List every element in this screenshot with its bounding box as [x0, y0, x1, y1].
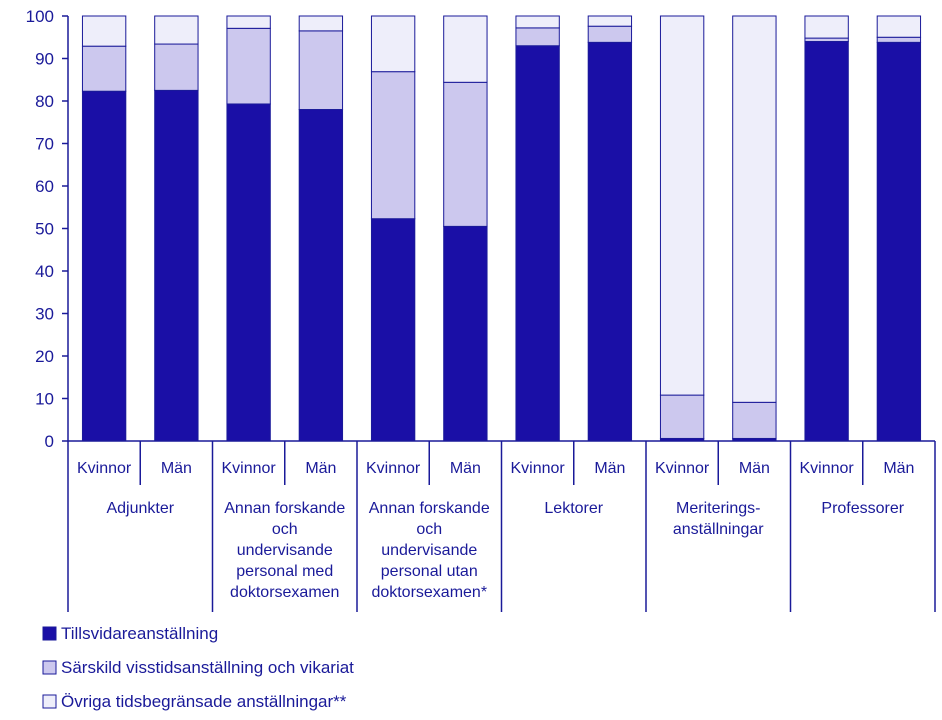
bar-segment	[298, 15, 344, 32]
bar-segment	[804, 15, 849, 39]
bar-segment	[226, 103, 271, 442]
group-label: och	[272, 521, 298, 538]
bars-layer	[81, 15, 922, 442]
bar-segment	[876, 15, 922, 38]
bar-segment	[804, 41, 849, 442]
legend: Tillsvidareanställning Särskild visstidsa…	[42, 624, 354, 711]
bar-segment	[659, 394, 705, 439]
group-label: Lektorer	[544, 500, 603, 517]
bar-segment	[515, 27, 560, 47]
group-label: Annan forskande	[224, 500, 345, 517]
axes-layer	[62, 15, 936, 612]
bar-segment	[876, 36, 922, 43]
bar-segment	[370, 71, 416, 220]
legend-swatch	[42, 694, 57, 709]
bar-segment	[154, 43, 199, 91]
y-tick-label: 0	[45, 432, 54, 451]
bar-segment	[443, 15, 488, 83]
group-label: personal med	[236, 563, 333, 580]
bar-segment	[659, 15, 705, 396]
group-label: doktorsexamen	[230, 584, 339, 601]
category-label: Kvinnor	[77, 460, 132, 477]
legend-swatch	[42, 660, 57, 675]
bar-segment	[587, 15, 633, 27]
bar-segment	[732, 401, 777, 439]
bar-segment	[804, 37, 849, 42]
labels-layer: 0 10 20 30 40 50 60 70 80 90 100 Kvinnor Män Adjunkte…	[26, 7, 915, 601]
y-tick-label: 70	[35, 135, 54, 154]
bar-segment	[81, 15, 127, 47]
category-label: Män	[883, 460, 914, 477]
group-label: Adjunkter	[106, 500, 174, 517]
legend-swatch	[42, 626, 57, 641]
bar-segment	[298, 30, 344, 111]
bar-segment	[732, 15, 777, 403]
group-label: Annan forskande	[369, 500, 490, 517]
bar-segment	[515, 45, 560, 442]
bar-segment	[443, 81, 488, 227]
group-label: personal utan	[381, 563, 478, 580]
group-label: undervisande	[381, 542, 477, 559]
category-label: Kvinnor	[655, 460, 710, 477]
bar-segment	[81, 90, 127, 442]
bar-segment	[226, 27, 271, 105]
y-tick-label: 90	[35, 50, 54, 69]
y-tick-label: 30	[35, 305, 54, 324]
category-label: Kvinnor	[800, 460, 855, 477]
bar-segment	[443, 225, 488, 442]
category-label: Män	[305, 460, 336, 477]
bar-segment	[370, 15, 416, 73]
y-tick-label: 50	[35, 220, 54, 239]
group-label: och	[416, 521, 442, 538]
bar-segment	[81, 45, 127, 92]
category-label: Män	[739, 460, 770, 477]
y-tick-label: 80	[35, 92, 54, 111]
y-tick-label: 100	[26, 7, 54, 26]
bar-segment	[154, 89, 199, 442]
legend-label: Övriga tidsbegränsade anställningar**	[61, 692, 347, 711]
bar-segment	[587, 25, 633, 43]
bar-segment	[876, 41, 922, 442]
group-label: doktorsexamen*	[371, 584, 487, 601]
y-tick-label: 40	[35, 262, 54, 281]
group-label: Professorer	[821, 500, 904, 517]
bar-segment	[587, 41, 633, 442]
category-label: Män	[450, 460, 481, 477]
bar-segment	[515, 15, 560, 29]
bar-segment	[370, 218, 416, 442]
y-tick-label: 20	[35, 347, 54, 366]
group-label: undervisande	[237, 542, 333, 559]
bar-segment	[226, 15, 271, 29]
category-label: Män	[161, 460, 192, 477]
category-label: Kvinnor	[511, 460, 566, 477]
legend-label: Tillsvidareanställning	[61, 624, 218, 643]
bar-segment	[298, 109, 344, 442]
group-label: anställningar	[673, 521, 764, 538]
group-label: Meriterings-	[676, 500, 760, 517]
legend-label: Särskild visstidsanställning och vikaria…	[61, 658, 354, 677]
bar-segment	[154, 15, 199, 45]
category-label: Kvinnor	[222, 460, 277, 477]
category-label: Män	[594, 460, 625, 477]
category-label: Kvinnor	[366, 460, 421, 477]
y-tick-label: 10	[35, 390, 54, 409]
y-tick-label: 60	[35, 177, 54, 196]
